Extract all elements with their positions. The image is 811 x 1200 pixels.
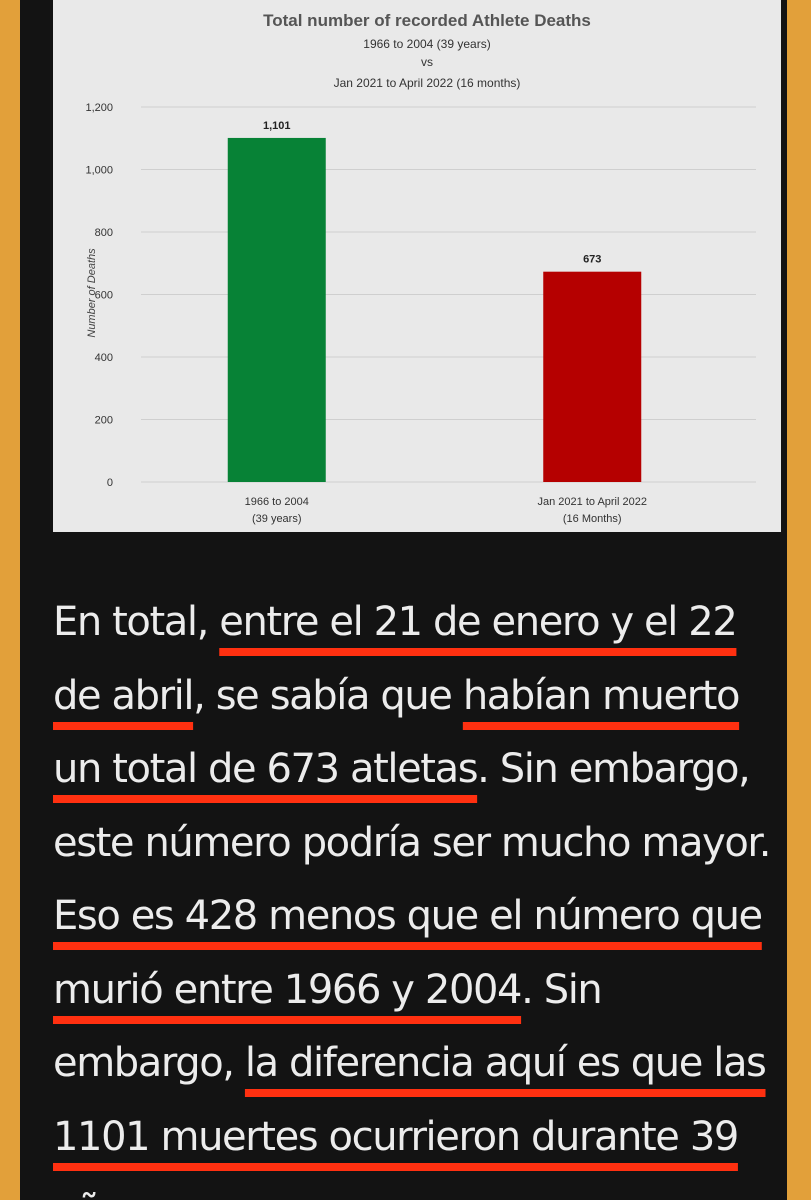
bar-value-label: 1,101 xyxy=(263,120,291,132)
y-tick-label: 400 xyxy=(95,352,113,364)
bar-chart: Total number of recorded Athlete Deaths … xyxy=(85,11,756,525)
chart-subtitle-line-1: 1966 to 2004 (39 years) xyxy=(363,37,490,51)
x-axis-categories: 1966 to 2004 (39 years) Jan 2021 to April … xyxy=(245,496,647,525)
highlighted-phrase: entre el 21 de enero y el 22 de abril xyxy=(53,599,738,719)
chart-title: Total number of recorded Athlete Deaths xyxy=(263,11,591,30)
y-tick-label: 1,000 xyxy=(85,165,113,177)
y-axis-label: Number of Deaths xyxy=(86,248,98,338)
text-segment: En total, xyxy=(53,599,220,645)
y-tick-label: 0 xyxy=(107,477,113,489)
bar xyxy=(543,271,642,482)
article-paragraph: En total, entre el 21 de enero y el 22 d… xyxy=(53,586,773,1200)
chart-subtitle-line-3: Jan 2021 to April 2022 (16 months) xyxy=(334,76,521,90)
text-segment: , se sabía que xyxy=(193,672,463,719)
bar-value-label: 673 xyxy=(583,254,601,266)
highlighted-phrase: habían muerto un total de 673 atletas xyxy=(53,672,741,793)
text-segment: . Sin embargo, este número podría ser mu… xyxy=(53,746,772,866)
bars xyxy=(227,137,642,482)
highlighted-phrase: la diferencia aquí es que las 1101 muert… xyxy=(53,1040,767,1200)
data-labels: 1,101 673 xyxy=(263,120,601,266)
y-axis-ticks: 0 200 400 600 800 1,000 1,200 xyxy=(85,102,113,489)
y-tick-label: 200 xyxy=(95,415,113,427)
chart-image: Total number of recorded Athlete Deaths … xyxy=(53,0,781,532)
x-category-label: (39 years) xyxy=(252,513,302,525)
content-panel: Total number of recorded Athlete Deaths … xyxy=(20,0,787,1200)
chart-subtitle-line-2: vs xyxy=(421,55,433,69)
bar xyxy=(227,137,326,482)
text-segment: . xyxy=(143,1187,156,1200)
y-tick-label: 800 xyxy=(95,227,113,239)
x-category-label: (16 Months) xyxy=(563,513,622,525)
x-category-label: 1966 to 2004 xyxy=(245,496,309,508)
x-category-label: Jan 2021 to April 2022 xyxy=(538,496,647,508)
highlighted-phrase: Eso es 428 menos que el número que murió… xyxy=(53,893,763,1013)
text-segment: . Sin embargo, xyxy=(53,966,603,1087)
y-tick-label: 1,200 xyxy=(85,102,113,114)
y-tick-label: 600 xyxy=(95,290,113,302)
